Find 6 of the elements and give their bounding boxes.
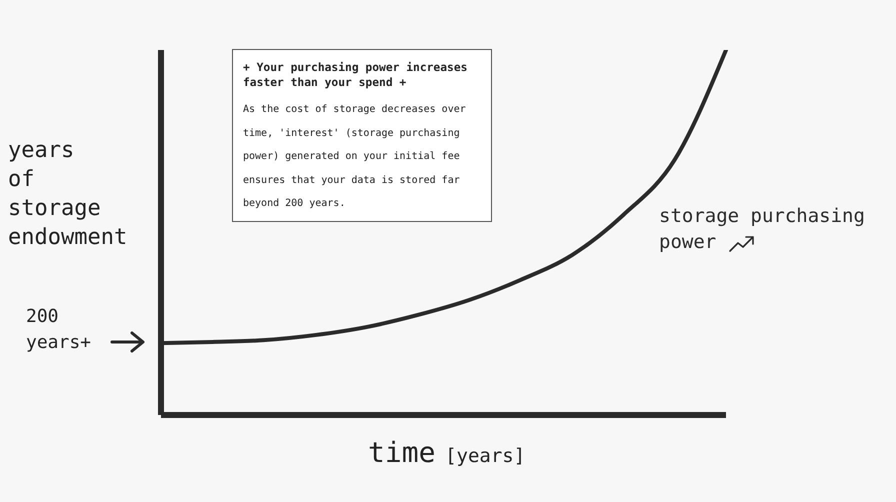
text: 200 years+ <box>26 305 92 355</box>
y-axis-title: years of storage endowment <box>8 137 128 252</box>
text: As the cost of storage decreases over time, 'interest' (storage purchasing power) generated on your initial fee ensures that your data is stored far beyond 200 years. <box>243 104 466 209</box>
x-axis-title: time [years] <box>368 436 526 469</box>
annotation: + Your purchasing power increases faster than your spend + <box>243 60 468 90</box>
series-label: storage purchasing power <box>659 204 865 255</box>
